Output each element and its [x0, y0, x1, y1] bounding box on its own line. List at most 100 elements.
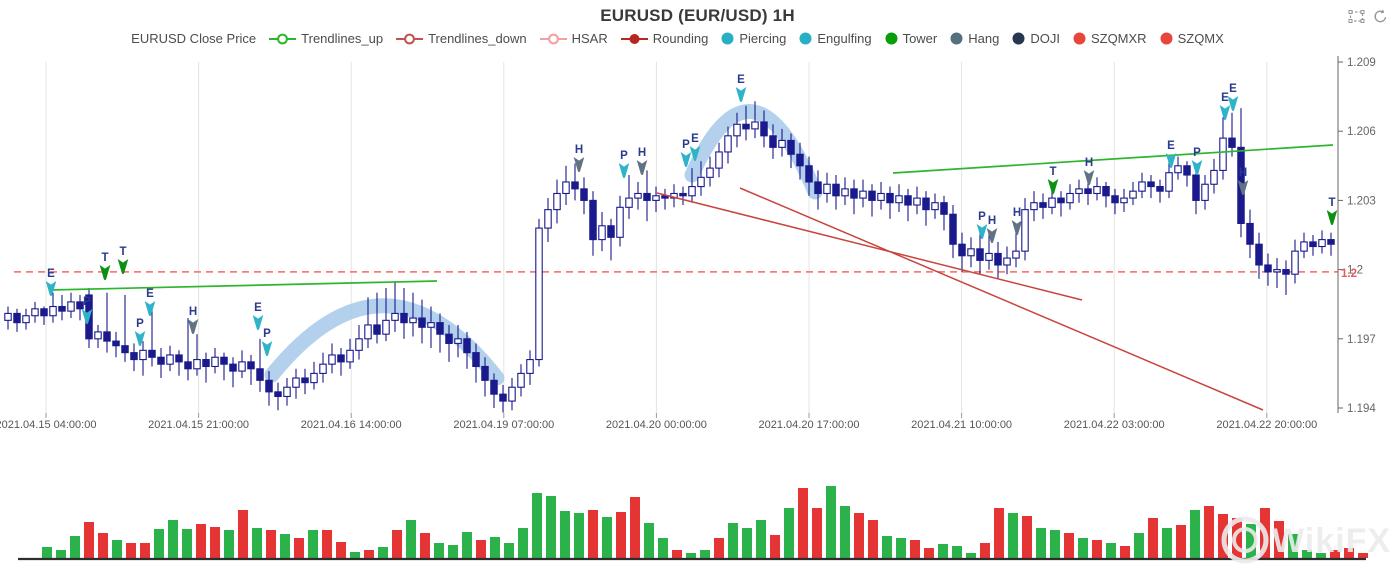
svg-text:H: H [1239, 167, 1247, 179]
price-axis: 1.209 1.206 1.203 1.2 1.197 1.194 1.2 [1337, 56, 1376, 415]
legend-line-filled-circle-icon [620, 33, 648, 44]
svg-text:T: T [101, 252, 108, 264]
svg-text:P: P [978, 211, 986, 223]
pattern-marker-engulfing: E [1219, 92, 1231, 121]
legend-item-piercing[interactable]: Piercing [721, 31, 786, 46]
svg-text:2021.04.16 14:00:00: 2021.04.16 14:00:00 [301, 419, 402, 431]
legend-circle-icon [1012, 32, 1025, 45]
legend-item-hsar[interactable]: HSAR [539, 31, 608, 46]
vertical-gridlines [45, 62, 1268, 413]
svg-text:1.203: 1.203 [1347, 195, 1376, 207]
volume-series [18, 486, 1368, 561]
legend-item-label: HSAR [571, 31, 608, 46]
svg-text:E: E [737, 74, 745, 86]
pattern-marker-engulfing: E [1227, 83, 1239, 112]
svg-text:P: P [1193, 147, 1201, 159]
svg-text:2021.04.15 21:00:00: 2021.04.15 21:00:00 [148, 419, 249, 431]
svg-text:1.206: 1.206 [1347, 126, 1376, 138]
svg-text:T: T [1049, 166, 1056, 178]
svg-text:E: E [1229, 83, 1237, 95]
svg-text:E: E [146, 288, 154, 300]
time-axis: 2021.04.15 04:00:00 2021.04.15 21:00:00 20… [0, 413, 1317, 431]
toolbox-restore-button[interactable] [1372, 8, 1389, 25]
legend-item-label: DOJI [1030, 31, 1060, 46]
pattern-marker-engulfing: E [1165, 140, 1177, 169]
legend-circle-icon [885, 32, 898, 45]
pattern-marker-piercing: P [134, 318, 146, 347]
svg-text:P: P [136, 318, 144, 330]
pattern-marker-hang: H [986, 215, 998, 244]
pattern-marker-engulfing: E [689, 133, 701, 162]
legend-item-engulfing[interactable]: Engulfing [799, 31, 872, 46]
toolbox-zoom-button[interactable] [1348, 8, 1365, 25]
svg-text:1.2: 1.2 [1347, 265, 1363, 277]
trendlines-down [656, 187, 1264, 411]
legend-item-label: Rounding [652, 31, 709, 46]
box-select-zoom-icon [1348, 10, 1365, 23]
legend-line-hollow-circle-icon [539, 33, 567, 44]
legend-item-trendlines-down[interactable]: Trendlines_down [396, 31, 527, 46]
legend-item-hang[interactable]: Hang [950, 31, 999, 46]
legend-item-rounding[interactable]: Rounding [620, 31, 709, 46]
svg-text:T: T [1328, 197, 1335, 209]
pattern-marker-piercing: P [81, 296, 93, 325]
svg-text:E: E [1221, 92, 1229, 104]
legend-circle-icon [799, 32, 812, 45]
legend-item-label: Trendlines_down [428, 31, 527, 46]
svg-text:P: P [682, 139, 690, 151]
pattern-marker-piercing: P [618, 150, 630, 179]
svg-text:E: E [47, 268, 55, 280]
svg-text:1.197: 1.197 [1347, 334, 1376, 346]
candlestick-series [4, 101, 1335, 413]
svg-text:H: H [1013, 207, 1021, 219]
pattern-marker-piercing: P [1191, 147, 1203, 176]
legend-item-tower[interactable]: Tower [885, 31, 938, 46]
pattern-marker-hang: H [636, 147, 648, 176]
legend-item-label: Trendlines_up [301, 31, 384, 46]
legend-item-label: Hang [968, 31, 1000, 46]
legend-item-label: Engulfing [817, 31, 872, 46]
svg-text:E: E [691, 133, 699, 145]
svg-text:H: H [1085, 157, 1093, 169]
legend: EURUSD Close Price Trendlines_up Trendli… [0, 31, 1355, 46]
legend-item-trendlines-up[interactable]: Trendlines_up [269, 31, 383, 46]
legend-item-label: Piercing [739, 31, 787, 46]
pattern-marker-tower: T [1326, 197, 1338, 226]
pattern-marker-hang: H [1237, 167, 1249, 196]
legend-item-label: SZQMXR [1090, 31, 1147, 46]
watermark: WikiFX [1221, 516, 1391, 564]
svg-text:2021.04.15 04:00:00: 2021.04.15 04:00:00 [0, 419, 96, 431]
pattern-marker-engulfing: E [144, 288, 156, 317]
svg-text:2021.04.20 00:00:00: 2021.04.20 00:00:00 [606, 419, 707, 431]
svg-text:H: H [638, 147, 646, 159]
legend-item-label: EURUSD Close Price [131, 31, 257, 46]
rounding-arcs [264, 104, 823, 386]
legend-item-szqmx[interactable]: SZQMX [1160, 31, 1224, 46]
legend-item-label: SZQMX [1177, 31, 1224, 46]
pattern-marker-engulfing: E [735, 74, 747, 103]
pattern-marker-engulfing: E [252, 302, 264, 331]
legend-item-label: Tower [902, 31, 938, 46]
svg-text:E: E [1167, 140, 1175, 152]
legend-line-hollow-circle-icon [269, 33, 297, 44]
restore-icon [1374, 9, 1387, 23]
legend-item-szqmxr[interactable]: SZQMXR [1073, 31, 1147, 46]
hsar-value-label: 1.2 [1341, 268, 1357, 280]
svg-text:2021.04.22 20:00:00: 2021.04.22 20:00:00 [1216, 419, 1317, 431]
svg-text:H: H [575, 144, 583, 156]
legend-item-doji[interactable]: DOJI [1012, 31, 1060, 46]
svg-text:1.209: 1.209 [1347, 57, 1376, 69]
pattern-marker-piercing: P [261, 328, 273, 357]
svg-text:2021.04.20 17:00:00: 2021.04.20 17:00:00 [759, 419, 860, 431]
legend-item-eurusd-close-price[interactable]: EURUSD Close Price [131, 31, 256, 46]
svg-text:P: P [620, 150, 628, 162]
pattern-marker-tower: T [99, 252, 111, 281]
pattern-marker-hang: H [573, 144, 585, 173]
pattern-marker-tower: T [1047, 166, 1059, 195]
svg-text:WikiFX: WikiFX [1272, 522, 1391, 560]
svg-text:H: H [988, 215, 996, 227]
svg-text:2021.04.21 10:00:00: 2021.04.21 10:00:00 [911, 419, 1012, 431]
svg-text:E: E [254, 302, 262, 314]
